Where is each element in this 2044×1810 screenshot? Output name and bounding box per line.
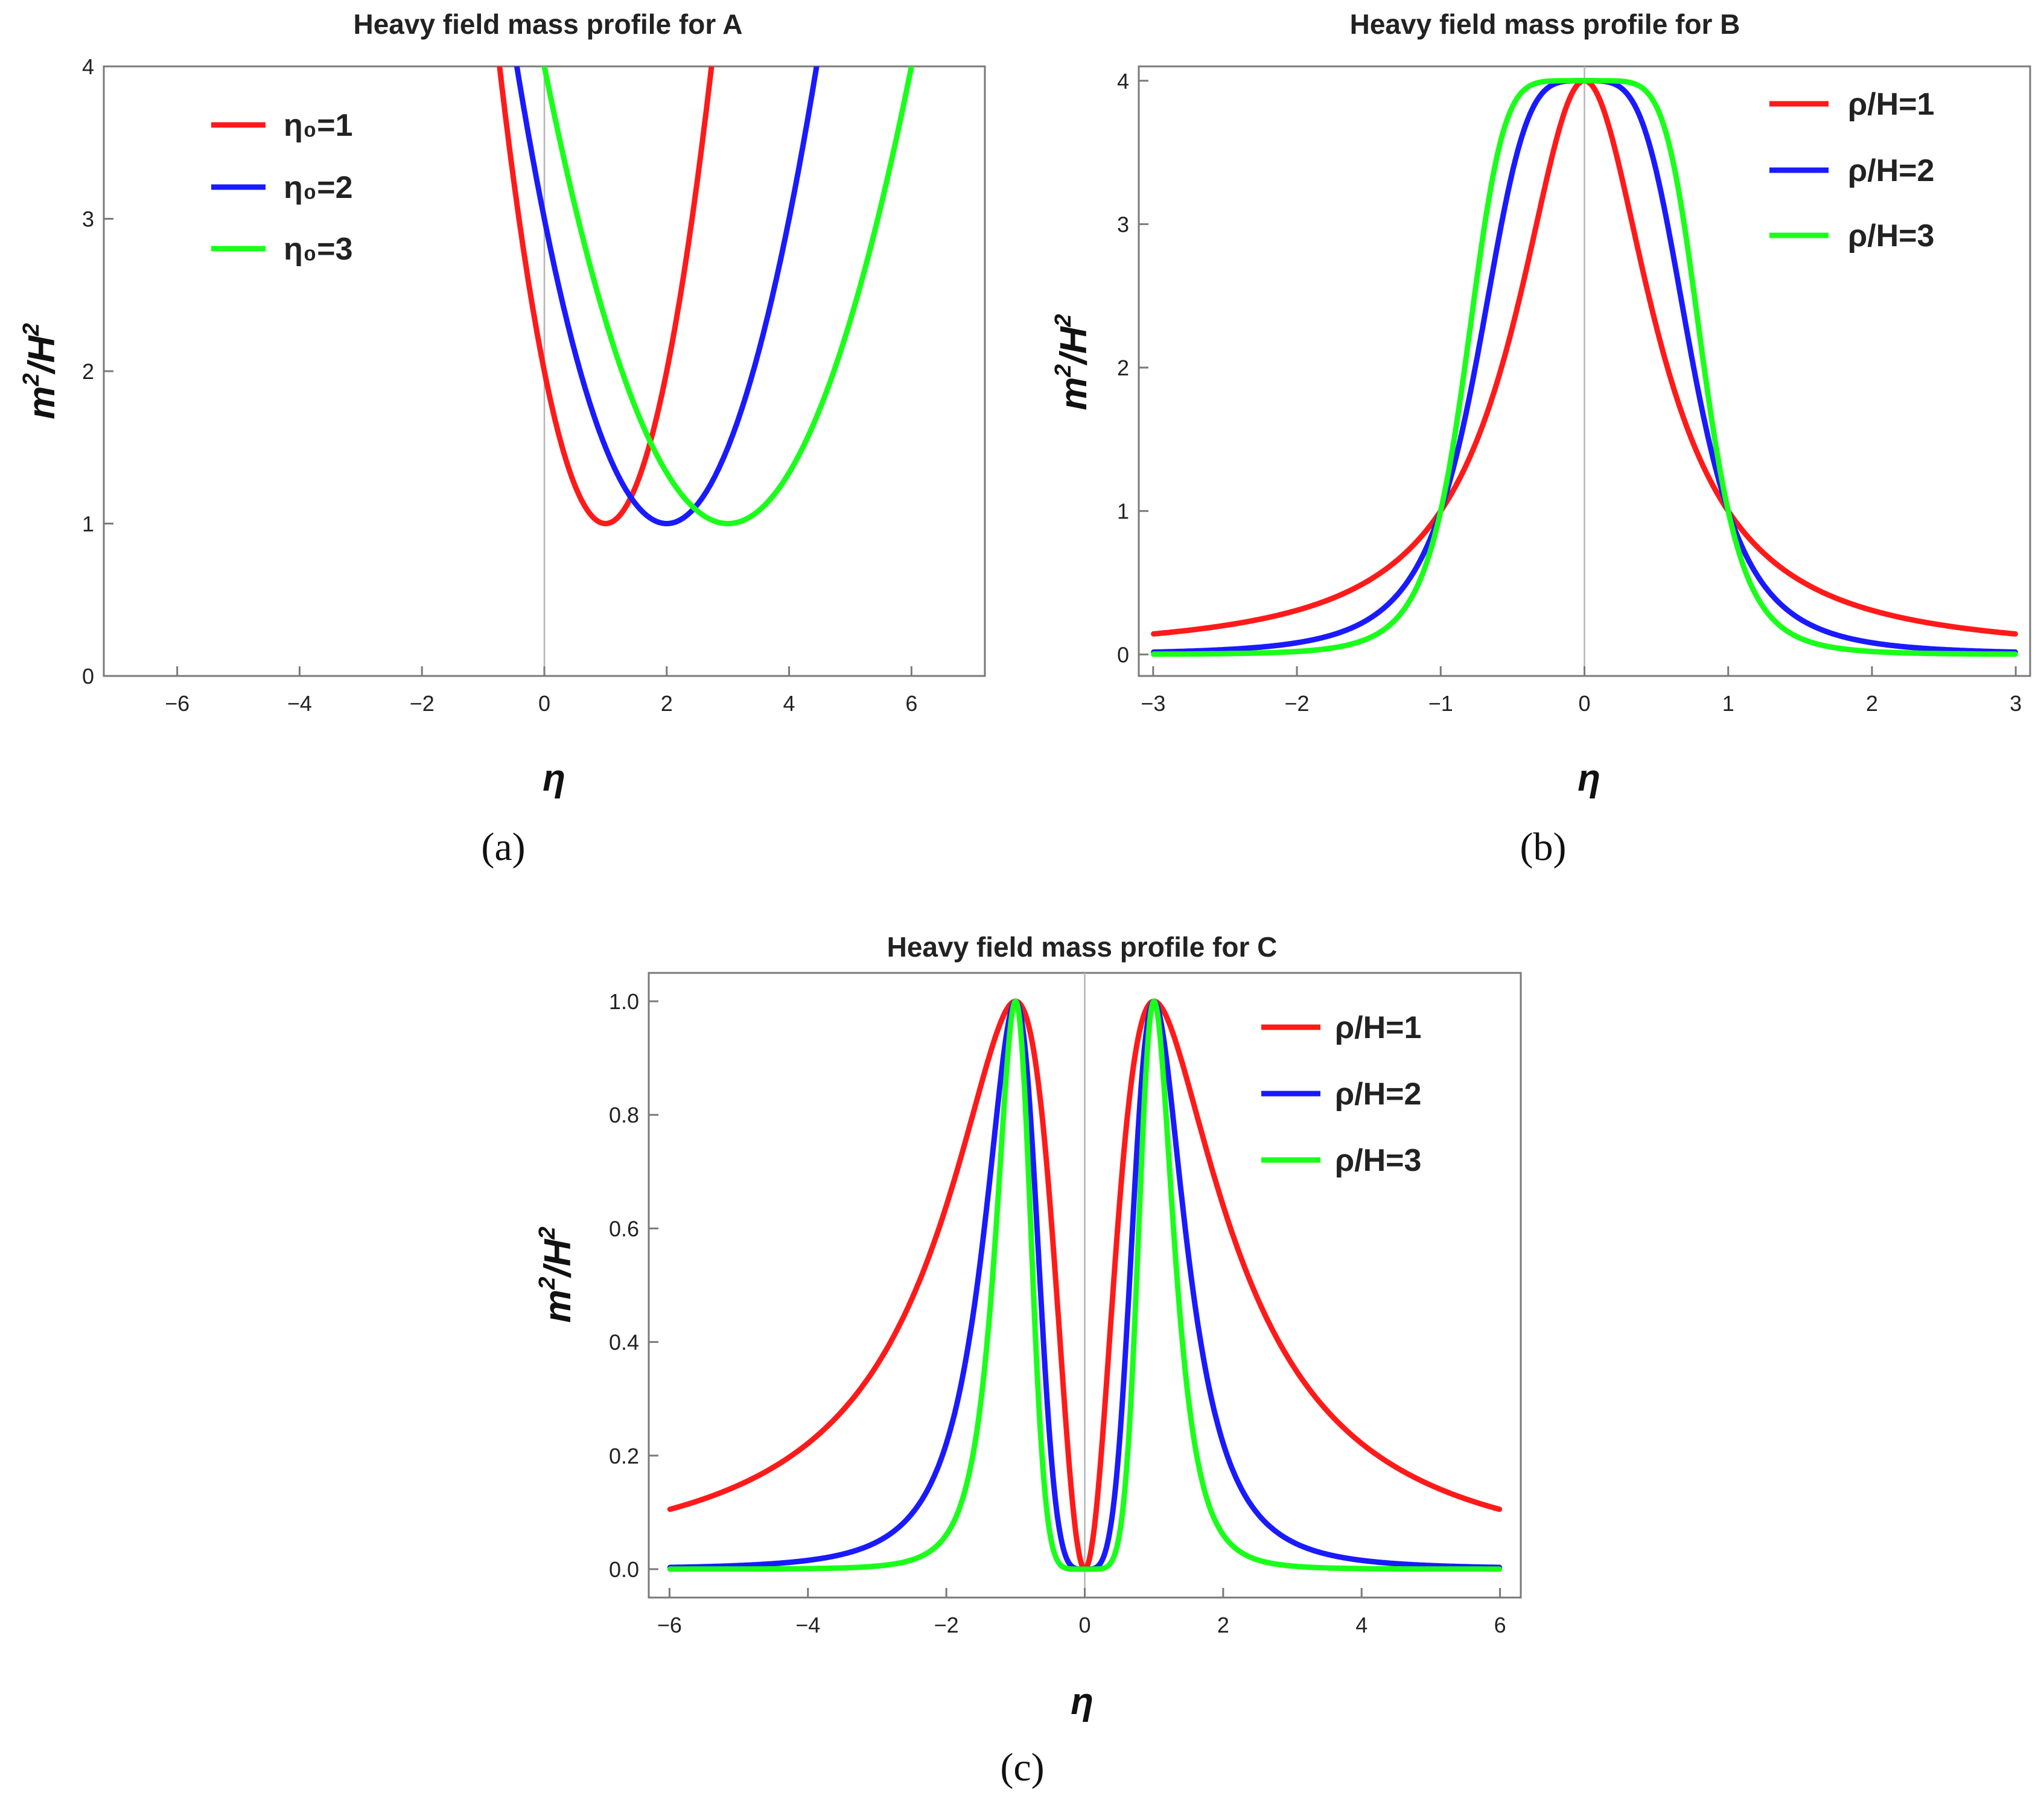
x-tick-label: −3 [1141,691,1165,716]
x-tick-label: 0 [1578,691,1590,716]
legend-label: ρ/H=1 [1335,1010,1421,1045]
panel-b-legend: ρ/H=1 ρ/H=2 ρ/H=3 [1769,87,1934,253]
y-tick-label: 4 [1117,69,1129,94]
legend-entry-eta0-2[interactable]: η₀=2 [211,170,353,205]
panel-b-title: Heavy field mass profile for B [1350,8,1740,40]
legend-entry-rho-1[interactable]: ρ/H=1 [1769,87,1934,122]
panel-a: Heavy field mass profile for A −6 −4 −2 0 2 4… [19,8,986,869]
panel-c-legend: ρ/H=1 ρ/H=2 ρ/H=3 [1261,1010,1421,1178]
legend-entry-rho-3[interactable]: ρ/H=3 [1261,1143,1421,1178]
y-tick-label: 0 [1117,642,1129,667]
series-line-red [497,66,715,526]
x-tick-label: −1 [1428,691,1453,716]
x-tick-label: −4 [287,691,312,716]
x-tick-label: −6 [657,1613,682,1637]
y-tick-label: 1.0 [609,989,639,1014]
panel-c-caption-label: (c) [1000,1745,1044,1789]
legend-label: η₀=2 [284,170,353,205]
panel-c-y-axis-label: m2/H2 [535,1226,579,1322]
y-tick-label: 0.2 [609,1444,639,1468]
legend-entry-rho-1[interactable]: ρ/H=1 [1261,1010,1421,1045]
legend-entry-rho-2[interactable]: ρ/H=2 [1769,153,1934,188]
panel-b-x-axis-label: η [1578,757,1600,799]
x-tick-label: 2 [1866,691,1878,716]
x-tick-label: 2 [1217,1613,1229,1637]
legend-label: ρ/H=2 [1848,153,1934,188]
series-line-green [541,66,914,526]
panel-b-y-axis-label: m2/H2 [1051,314,1095,410]
y-tick-label: 0.0 [609,1557,639,1582]
y-tick-label: 1 [82,512,94,537]
legend-entry-rho-3[interactable]: ρ/H=3 [1769,218,1934,253]
panel-c-x-axis-label: η [1071,1681,1094,1722]
x-tick-label: 2 [661,691,673,716]
y-tick-label: 1 [1117,499,1129,524]
x-tick-label: 6 [1494,1613,1506,1637]
panel-c-title: Heavy field mass profile for C [887,931,1278,963]
panel-a-title: Heavy field mass profile for A [353,8,742,40]
x-tick-label: 6 [905,691,917,716]
x-tick-label: −2 [1285,691,1310,716]
y-tick-label: 3 [82,207,94,232]
panel-a-caption-label: (a) [481,825,525,869]
y-tick-label: 0.4 [609,1330,639,1355]
x-tick-label: −2 [934,1613,959,1637]
panel-b: Heavy field mass profile for B −3 −2 −1 0 1 2… [1051,8,2031,869]
x-tick-label: 1 [1722,691,1734,716]
panel-c: Heavy field mass profile for C −6 −4 −2 0 2 4… [535,931,1522,1789]
series-line-green [667,998,1503,1572]
series-line-green [1151,78,2018,657]
legend-entry-eta0-3[interactable]: η₀=3 [211,232,353,267]
panel-a-legend: η₀=1 η₀=2 η₀=3 [211,108,353,267]
legend-label: η₀=3 [284,232,353,267]
x-tick-label: −6 [165,691,189,716]
panel-b-caption-label: (b) [1520,825,1567,869]
x-tick-label: 0 [1078,1613,1090,1637]
legend-entry-rho-2[interactable]: ρ/H=2 [1261,1077,1421,1112]
legend-label: ρ/H=3 [1848,218,1934,253]
y-tick-label: 4 [82,54,94,79]
y-tick-label: 0.8 [609,1103,639,1127]
legend-label: η₀=1 [284,108,353,143]
y-tick-label: 0 [82,664,94,689]
x-tick-label: 4 [1355,1613,1367,1637]
x-tick-label: 0 [538,691,550,716]
y-tick-label: 0.6 [609,1216,639,1241]
x-tick-label: 4 [783,691,795,716]
panel-a-x-axis-label: η [543,757,565,799]
series-line-blue [514,66,820,526]
legend-label: ρ/H=3 [1335,1143,1421,1178]
legend-label: ρ/H=1 [1848,87,1934,122]
legend-label: ρ/H=2 [1335,1077,1421,1112]
y-tick-label: 3 [1117,212,1129,237]
panel-a-y-axis-label: m2/H2 [19,323,63,419]
y-tick-label: 2 [82,359,94,384]
y-tick-label: 2 [1117,355,1129,380]
legend-entry-eta0-1[interactable]: η₀=1 [211,108,353,143]
x-tick-label: −2 [410,691,435,716]
x-tick-label: −4 [795,1613,820,1637]
x-tick-label: 3 [2010,691,2022,716]
